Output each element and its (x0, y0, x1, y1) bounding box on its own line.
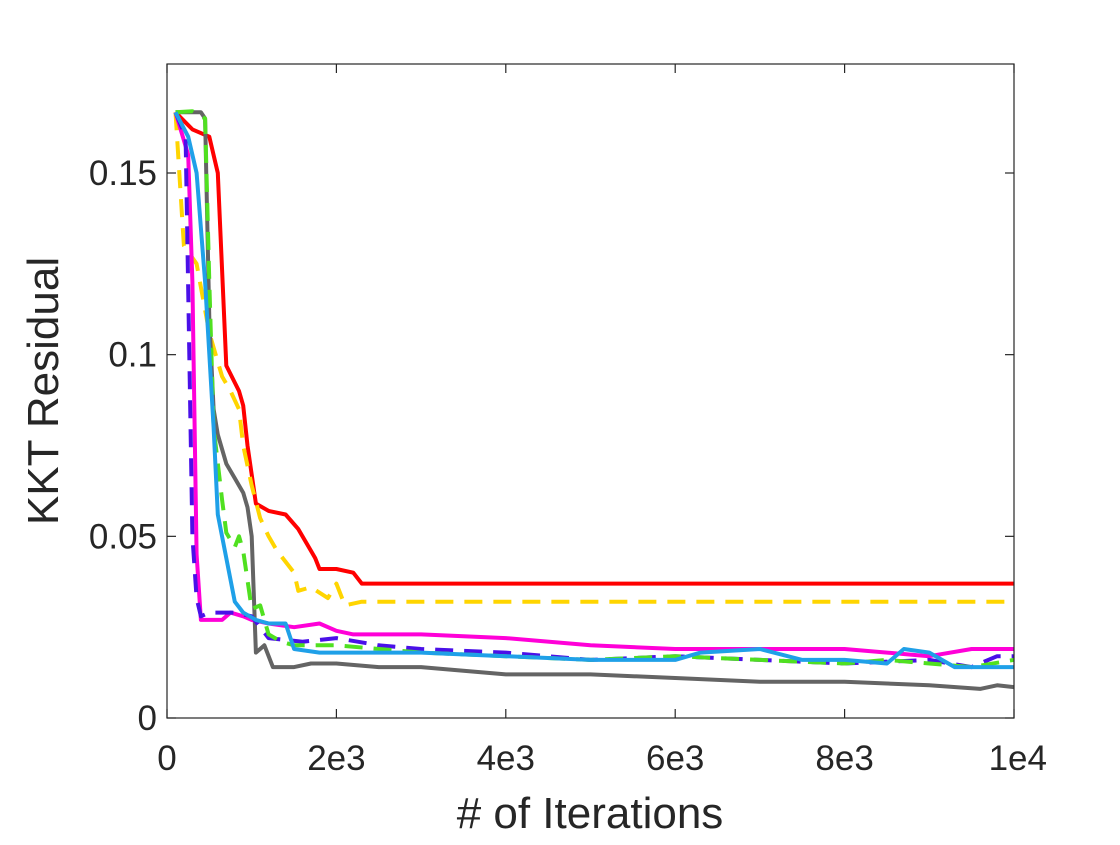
plot-frame (166, 63, 1015, 719)
x-axis-title: # of Iterations (457, 789, 724, 838)
series-line-1 (174, 110, 1014, 586)
y-tick-label: 0.15 (89, 154, 157, 193)
series-line-2 (173, 112, 1014, 608)
x-tick-label: 2e3 (307, 739, 365, 778)
x-tick-label: 8e3 (815, 739, 873, 778)
y-tick-label: 0.05 (89, 517, 157, 556)
x-tick-label: 1e4 (989, 739, 1047, 778)
tick-layer: 0 2e3 4e3 6e3 8e3 1e4 0 0.05 0.1 0.15 (89, 64, 1047, 778)
x-tick-label: 4e3 (477, 739, 535, 778)
x-tick-label: 6e3 (646, 739, 704, 778)
series-line-3 (175, 110, 1014, 691)
y-tick-label: 0.1 (108, 336, 157, 375)
y-axis-title: KKT Residual (19, 257, 68, 525)
x-tick-label: 0 (157, 739, 176, 778)
y-tick-label: 0 (138, 699, 157, 738)
series-layer (173, 109, 1014, 691)
plot-background (167, 64, 1014, 718)
series-line-7 (173, 111, 1014, 670)
